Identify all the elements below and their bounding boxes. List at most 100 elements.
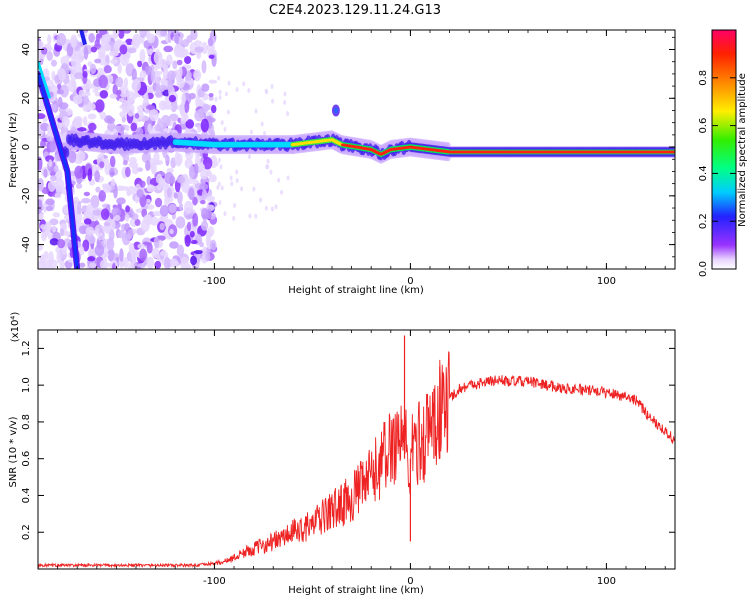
noise-blob xyxy=(63,231,72,236)
noise-blob xyxy=(128,262,135,269)
noise-blob xyxy=(145,160,151,172)
noise-blob xyxy=(247,87,251,93)
noise-blob xyxy=(44,221,52,232)
noise-blob xyxy=(235,178,239,184)
noise-blob xyxy=(82,116,88,126)
noise-blob xyxy=(218,95,222,101)
noise-blob xyxy=(193,163,199,175)
noise-blob xyxy=(178,202,184,212)
noise-blob xyxy=(181,180,190,193)
noise-blob xyxy=(46,136,54,142)
diagonal-line xyxy=(38,73,79,269)
noise-blob xyxy=(164,155,170,162)
noise-blob xyxy=(60,223,68,230)
noise-blob xyxy=(146,33,156,44)
noise-blob xyxy=(105,262,112,268)
noise-blob xyxy=(270,206,274,212)
noise-blob xyxy=(230,181,234,187)
noise-blob xyxy=(200,220,209,231)
noise-blob xyxy=(94,244,105,257)
y-tick-label: 0.4 xyxy=(21,488,32,504)
colorbar-tick-label: 0.6 xyxy=(698,118,709,134)
noise-blob xyxy=(235,169,239,175)
noise-blob xyxy=(224,91,228,97)
noise-blob xyxy=(269,169,273,175)
noise-blob xyxy=(145,104,156,110)
noise-blob xyxy=(55,178,65,192)
noise-blob xyxy=(166,167,174,173)
noise-blob xyxy=(95,99,105,113)
noise-blob xyxy=(167,30,172,43)
noise-blob xyxy=(207,37,214,47)
noise-blob xyxy=(90,46,98,53)
noise-blob xyxy=(99,89,109,99)
noise-blob xyxy=(266,158,270,164)
noise-blob xyxy=(125,205,130,213)
snr-x-label: Height of straight line (km) xyxy=(288,585,424,596)
y-tick-label: 0.8 xyxy=(21,414,32,430)
noise-blob xyxy=(76,150,86,162)
noise-blob xyxy=(177,191,183,204)
noise-blob xyxy=(67,243,72,248)
noise-blob xyxy=(94,58,102,64)
noise-blob xyxy=(249,129,253,135)
noise-blob xyxy=(99,161,105,169)
noise-blob xyxy=(112,83,118,96)
noise-blob xyxy=(52,212,60,218)
noise-blob xyxy=(87,113,97,120)
noise-blob xyxy=(130,122,138,132)
noise-blob xyxy=(94,39,100,47)
noise-blob xyxy=(219,164,223,170)
noise-blob xyxy=(152,210,163,217)
noise-blob xyxy=(40,47,48,55)
snr-line-layer xyxy=(38,335,675,569)
noise-blob xyxy=(76,202,82,211)
snr-axes: -100 0 100 0.2 0.4 0.6 0.8 1.0 1.2 xyxy=(21,330,675,587)
noise-blob xyxy=(88,122,97,131)
noise-blob xyxy=(192,212,199,227)
noise-blob xyxy=(252,186,256,192)
noise-blob xyxy=(159,205,169,217)
noise-blob xyxy=(265,89,269,95)
noise-blob xyxy=(109,93,118,99)
noise-blob xyxy=(208,174,217,183)
noise-blob xyxy=(247,154,251,160)
noise-blob xyxy=(83,218,92,225)
noise-blob xyxy=(194,250,203,255)
noise-blob xyxy=(94,224,105,237)
noise-blob xyxy=(180,116,186,125)
noise-blob xyxy=(208,54,215,59)
noise-blob xyxy=(209,239,217,251)
noise-blob xyxy=(150,216,159,226)
noise-blob xyxy=(96,34,103,39)
noise-blob xyxy=(166,187,172,198)
noise-blob xyxy=(41,187,50,195)
noise-blob xyxy=(132,33,142,46)
noise-blob xyxy=(38,212,44,221)
noise-blob xyxy=(143,214,153,226)
noise-blob xyxy=(54,192,62,199)
noise-blob xyxy=(188,187,195,201)
x-tick-label: -100 xyxy=(203,276,226,287)
noise-blob xyxy=(159,251,165,256)
noise-blob xyxy=(132,228,137,234)
noise-blob xyxy=(63,204,70,214)
noise-blob xyxy=(184,100,190,113)
noise-blob xyxy=(124,222,130,233)
noise-blob xyxy=(70,79,77,88)
spectrogram-ridge-layer xyxy=(38,30,675,269)
noise-blob xyxy=(57,68,66,82)
noise-blob xyxy=(277,177,281,183)
noise-blob xyxy=(170,176,176,185)
noise-blob xyxy=(286,111,290,117)
y-tick-label: -40 xyxy=(21,236,32,252)
noise-blob xyxy=(220,120,224,126)
noise-blob xyxy=(154,197,163,208)
noise-blob xyxy=(184,234,191,247)
noise-blob xyxy=(139,70,147,80)
noise-blob xyxy=(226,109,230,115)
noise-blob xyxy=(217,157,221,163)
noise-blob xyxy=(184,174,189,181)
noise-blob xyxy=(199,199,206,205)
noise-blob xyxy=(220,185,224,191)
